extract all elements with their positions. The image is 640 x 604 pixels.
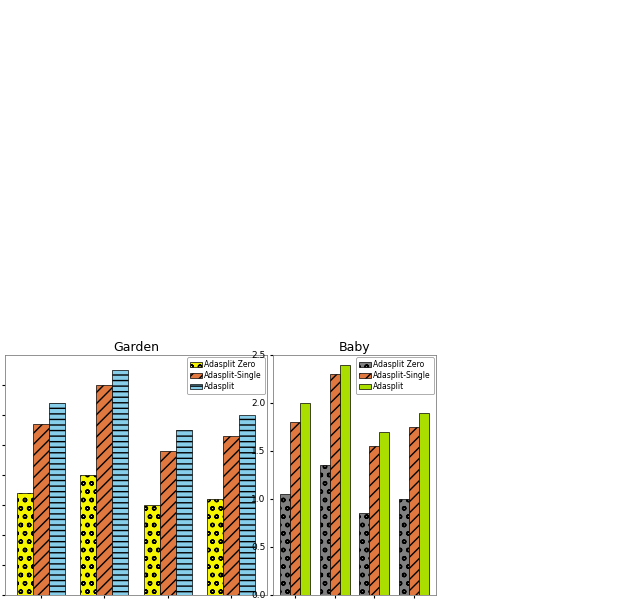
Bar [409,427,419,595]
Bar [340,365,349,595]
Bar [379,432,389,595]
Legend: Adasplit Zero, Adasplit-Single, Adasplit: Adasplit Zero, Adasplit-Single, Adasplit [356,358,434,394]
Bar [360,513,369,595]
Bar [223,436,239,595]
Bar [160,451,176,595]
Bar [144,505,160,595]
Bar [330,374,340,595]
Bar [419,413,429,595]
Legend: Adasplit Zero, Adasplit-Single, Adasplit: Adasplit Zero, Adasplit-Single, Adasplit [188,358,265,394]
Bar [112,370,128,595]
Bar [49,403,65,595]
Bar [399,499,409,595]
Bar [176,430,191,595]
Bar [320,466,330,595]
Title: Baby: Baby [339,341,371,354]
Bar [300,403,310,595]
Bar [291,422,300,595]
Bar [81,475,96,595]
Bar [369,446,379,595]
Bar [96,385,112,595]
Bar [280,494,291,595]
Bar [17,493,33,595]
Title: Garden: Garden [113,341,159,354]
Bar [239,415,255,595]
Bar [33,424,49,595]
Bar [207,499,223,595]
